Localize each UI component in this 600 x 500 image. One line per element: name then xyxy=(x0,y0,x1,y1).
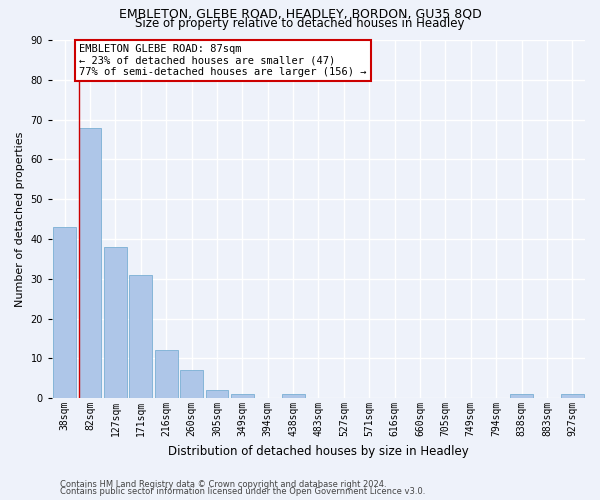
Bar xyxy=(561,394,584,398)
Text: EMBLETON, GLEBE ROAD, HEADLEY, BORDON, GU35 8QD: EMBLETON, GLEBE ROAD, HEADLEY, BORDON, G… xyxy=(119,8,481,20)
Text: Size of property relative to detached houses in Headley: Size of property relative to detached ho… xyxy=(135,18,465,30)
X-axis label: Distribution of detached houses by size in Headley: Distribution of detached houses by size … xyxy=(168,444,469,458)
Text: EMBLETON GLEBE ROAD: 87sqm
← 23% of detached houses are smaller (47)
77% of semi: EMBLETON GLEBE ROAD: 87sqm ← 23% of deta… xyxy=(79,44,367,77)
Y-axis label: Number of detached properties: Number of detached properties xyxy=(15,132,25,307)
Bar xyxy=(104,247,127,398)
Text: Contains HM Land Registry data © Crown copyright and database right 2024.: Contains HM Land Registry data © Crown c… xyxy=(60,480,386,489)
Bar xyxy=(281,394,305,398)
Bar xyxy=(155,350,178,398)
Bar xyxy=(53,227,76,398)
Bar xyxy=(180,370,203,398)
Bar xyxy=(206,390,229,398)
Bar xyxy=(130,275,152,398)
Bar xyxy=(231,394,254,398)
Bar xyxy=(510,394,533,398)
Text: Contains public sector information licensed under the Open Government Licence v3: Contains public sector information licen… xyxy=(60,487,425,496)
Bar xyxy=(79,128,101,398)
